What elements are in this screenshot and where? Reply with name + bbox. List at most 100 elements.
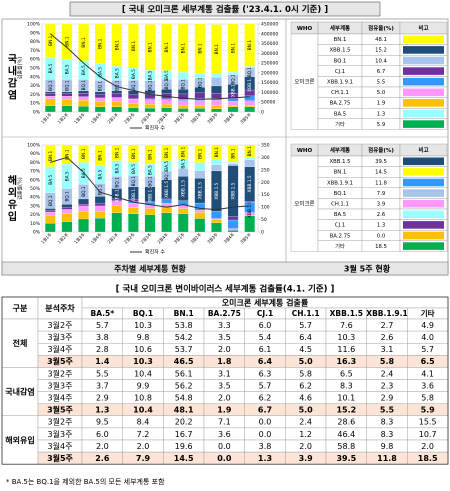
bar-segment bbox=[194, 210, 206, 213]
table-cell bbox=[1, 318, 39, 368]
segment-label: BA.5 bbox=[164, 70, 170, 80]
cell-text: XBB.1.5 bbox=[329, 159, 350, 165]
cell-text: 15.2 bbox=[375, 48, 387, 54]
table-title: [ 국내 오미크론 변이바이러스 세부계통 검출률(4.1. 기준) ] bbox=[116, 284, 335, 295]
bar-segment bbox=[78, 205, 89, 212]
segment-label: BA.5 bbox=[114, 163, 120, 173]
cell-text: 2.0 bbox=[218, 345, 231, 354]
bar-segment bbox=[144, 144, 156, 165]
bar-segment bbox=[144, 103, 156, 109]
cell-text: 1.9 bbox=[377, 101, 385, 107]
bar-segment bbox=[211, 77, 222, 87]
cell-text: 3.5 bbox=[218, 381, 231, 390]
cell-text: 10.6 bbox=[134, 345, 152, 354]
cell-text: 3월2주 bbox=[48, 417, 73, 427]
cell-text: 7.2 bbox=[137, 430, 150, 439]
segment-label: XBB.1.5 bbox=[231, 80, 237, 97]
segment-label: BN.1 bbox=[81, 148, 87, 159]
cell-text: 3월4주 bbox=[48, 344, 73, 354]
cell-text: 3월3주 bbox=[48, 429, 73, 439]
cell-text: 53.7 bbox=[175, 345, 193, 354]
bar-segment bbox=[227, 230, 239, 233]
cell-text: 10.3 bbox=[134, 321, 152, 330]
cell-text: 8.4 bbox=[137, 418, 150, 427]
segment-label: BN.1 bbox=[231, 43, 237, 54]
bar-segment bbox=[161, 107, 172, 113]
bar-segment bbox=[211, 222, 222, 233]
bar-segment bbox=[61, 99, 73, 106]
bar-segment bbox=[227, 100, 239, 106]
bar-segment bbox=[111, 97, 123, 102]
bar-segment bbox=[128, 213, 139, 233]
cell-text: 7.6 bbox=[340, 321, 353, 330]
segment-label: BA.5 bbox=[48, 175, 54, 185]
cell-text: 2.7 bbox=[381, 321, 394, 330]
header-text: BA.2.75 bbox=[208, 309, 241, 318]
cell-text: 3월2주 bbox=[48, 320, 73, 330]
cell-text: 6.5 bbox=[340, 369, 353, 378]
segment-label: BN.1 bbox=[98, 38, 104, 49]
segment-label: BA.5 bbox=[114, 68, 120, 78]
y-tick-label: 30% bbox=[30, 203, 41, 209]
x-tick-label: 3월1주 bbox=[172, 231, 186, 245]
cell-text: 8.3 bbox=[381, 430, 394, 439]
segment-label: BA.5 bbox=[98, 169, 104, 179]
y2-tick-label: 200000 bbox=[261, 70, 278, 76]
cell-text: 0.0 bbox=[217, 454, 232, 463]
cell-text: 3.7 bbox=[96, 381, 109, 390]
bar-segment bbox=[61, 93, 73, 97]
x-tick-label: 2월1주 bbox=[106, 111, 120, 125]
cell-text: 5.5 bbox=[96, 369, 109, 378]
x-tick-label: 2월3주 bbox=[139, 231, 153, 245]
cell-text: 5.0 bbox=[299, 406, 314, 415]
group-text: 해외유입 bbox=[5, 435, 34, 445]
y-tick-label: 40% bbox=[30, 74, 41, 80]
bar-segment bbox=[61, 105, 73, 113]
header-title: [ 국내 오미크론 세부계통 검출률 ('23.4.1. 0시 기준) ] bbox=[122, 4, 328, 15]
segment-label: BN.1 bbox=[114, 147, 120, 158]
cell-text: 6.3 bbox=[259, 369, 272, 378]
cell-text: 2.0 bbox=[137, 442, 150, 451]
cell-text: 3월3주 bbox=[48, 332, 73, 342]
bar-segment bbox=[177, 144, 189, 160]
bar-segment bbox=[161, 23, 172, 71]
y-tick-label: 50% bbox=[30, 66, 41, 72]
bar-segment bbox=[94, 211, 106, 219]
cell-text: 6.0 bbox=[96, 430, 109, 439]
cell-text: 3월2주 bbox=[48, 368, 73, 378]
header-text: BA.5* bbox=[91, 309, 115, 318]
segment-label: XBB.1.5 bbox=[164, 181, 170, 198]
cell-text: 2.8 bbox=[96, 345, 109, 354]
segment-label: XBB.1.5 bbox=[148, 185, 154, 202]
bar-segment bbox=[244, 144, 255, 158]
bar-segment bbox=[227, 219, 239, 229]
table-frame bbox=[1, 296, 449, 465]
bar-segment bbox=[211, 105, 222, 109]
cell-text: 5.5 bbox=[380, 406, 395, 415]
y-tick-label: 60% bbox=[30, 57, 41, 63]
x-tick-label: 1월2주 bbox=[56, 111, 70, 125]
y-tick-label: 90% bbox=[30, 151, 41, 157]
y-tick-label: 20% bbox=[30, 92, 41, 98]
bar-segment bbox=[211, 164, 222, 172]
color-swatch bbox=[403, 242, 444, 250]
cell-text: 10.4 bbox=[375, 58, 387, 64]
bar-segment bbox=[194, 105, 206, 109]
cell-text: 7.9 bbox=[136, 454, 151, 463]
bar-segment bbox=[244, 201, 255, 203]
bar-segment bbox=[78, 96, 89, 101]
bar-segment bbox=[211, 219, 222, 223]
cell-text: 3.8 bbox=[96, 333, 109, 342]
x-tick-label: 3월3주 bbox=[205, 231, 219, 245]
cell-text: 54.2 bbox=[175, 333, 193, 342]
cell-text: 3.6 bbox=[218, 430, 231, 439]
header-bg bbox=[69, 1, 381, 17]
bar-segment bbox=[177, 72, 189, 80]
cell-text: 3월4주 bbox=[48, 392, 73, 402]
y-tick-label: 100% bbox=[27, 22, 41, 28]
bar-segment bbox=[61, 213, 73, 222]
segment-label: BN.1 bbox=[197, 148, 203, 159]
x-tick-label: 3월4주 bbox=[222, 111, 236, 125]
x-tick-label: 1월3주 bbox=[72, 231, 86, 245]
bar-segment bbox=[94, 144, 106, 166]
